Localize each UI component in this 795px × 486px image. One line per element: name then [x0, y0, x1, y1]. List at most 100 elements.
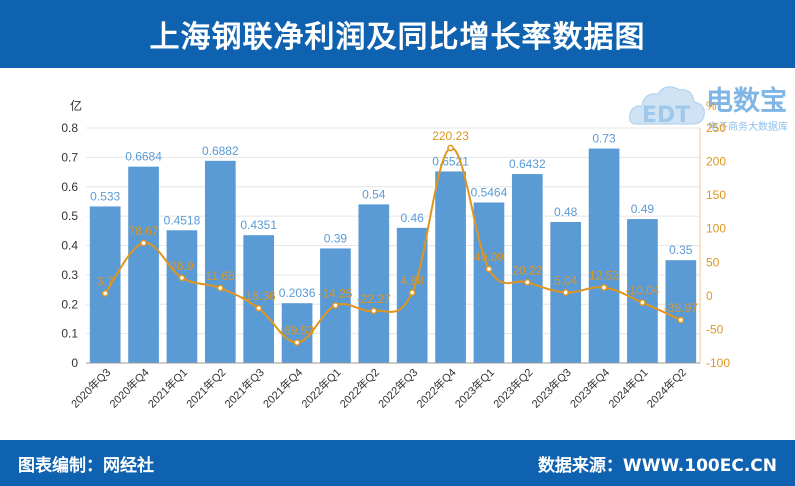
logo-sub-text: 电子商务大数据库 — [708, 120, 788, 133]
chart-header: 上海钢联净利润及同比增长率数据图 — [0, 0, 795, 68]
line-point — [408, 289, 416, 296]
y2-axis-unit: % — [706, 99, 717, 113]
line-point — [293, 339, 301, 346]
line-value-label: 220.23 — [432, 129, 469, 143]
bar — [128, 166, 159, 363]
x-tick-label: 2020年Q3 — [68, 365, 113, 410]
bar — [588, 148, 620, 363]
bar-value-label: 0.6521 — [432, 154, 469, 168]
line-value-label: 12.52 — [589, 268, 619, 282]
line-value-label: 4.88 — [401, 274, 425, 288]
y2-tick-label: 100 — [706, 222, 726, 236]
line-value-label: 5.04 — [554, 273, 578, 287]
bar — [166, 230, 198, 363]
bar-value-label: 0.39 — [324, 231, 348, 245]
line-point — [101, 290, 109, 297]
y2-tick-label: 250 — [706, 121, 726, 135]
line-point — [639, 299, 646, 306]
line-value-label: 40.09 — [474, 250, 504, 264]
y-tick-label: 0 — [71, 356, 78, 370]
line-point — [255, 304, 263, 312]
x-tick-label: 2020年Q4 — [106, 365, 151, 410]
footer-editor: 图表编制：网经社 — [18, 455, 154, 476]
chart-area: 0.533 0.6684 0.4518 0.6882 0.4351 0.2036 0.39 0… — [61, 98, 730, 411]
x-tick-label: 2024年Q2 — [644, 365, 689, 410]
line-value-label: -14.25 — [318, 286, 352, 300]
y-axis-unit: 亿 — [70, 98, 82, 113]
logo-main-text: 电数宝 — [706, 85, 787, 117]
line-value-label: 20.22 — [512, 263, 542, 277]
line-point — [523, 278, 531, 286]
line-point — [140, 239, 147, 247]
bar-value-label: 0.533 — [90, 189, 120, 203]
bar — [358, 204, 390, 363]
bar-value-label: 0.5464 — [471, 185, 508, 199]
bar — [204, 160, 236, 363]
x-tick-label: 2021年Q4 — [260, 365, 305, 410]
bar — [473, 202, 505, 363]
bar — [435, 171, 466, 363]
line-point — [332, 302, 339, 309]
x-tick-label: 2023年Q1 — [452, 365, 497, 410]
x-tick-label: 2023年Q4 — [567, 365, 612, 410]
bar-value-label: 0.6684 — [125, 150, 162, 164]
y2-tick-label: 50 — [706, 255, 720, 269]
x-tick-label: 2021年Q2 — [183, 365, 228, 410]
y-tick-label: 0.3 — [61, 268, 78, 282]
cloud-icon — [629, 86, 705, 125]
bar-labels: 0.533 0.6684 0.4518 0.6882 0.4351 0.2036 0.39 0… — [90, 132, 693, 301]
y-tick-label: 0.1 — [61, 327, 78, 341]
line-value-label: 11.65 — [206, 269, 235, 283]
y-tick-label: 0.8 — [61, 121, 78, 135]
x-tick-label: 2021年Q3 — [221, 365, 266, 410]
bar-value-label: 0.4351 — [240, 218, 277, 232]
bar-value-label: 0.48 — [554, 205, 578, 219]
bar-value-label: 0.4518 — [164, 213, 201, 227]
line-value-label: -18.36 — [242, 289, 276, 303]
line-value-label: -10.04 — [625, 284, 659, 298]
logo-mark: EDT — [642, 103, 690, 128]
y2-tick-label: -100 — [706, 356, 730, 370]
bar-value-label: 0.73 — [592, 132, 616, 146]
x-tick-label: 2022年Q4 — [413, 365, 458, 410]
x-tick-label: 2023年Q2 — [490, 365, 535, 410]
bar-value-label: 0.46 — [401, 211, 425, 225]
line-value-label: -22.27 — [357, 292, 391, 306]
line-value-label: -35.97 — [664, 301, 698, 315]
line-labels: 3.7 78.67 26.9 11.65 -18.36 -69.53 -14.25 -22.2… — [97, 129, 698, 338]
x-tick-label: 2022年Q1 — [298, 365, 343, 410]
y-axis-left: 0 0.1 0.2 0.3 0.4 0.5 0.6 0.7 0.8 亿 — [61, 98, 82, 370]
bar — [89, 206, 121, 363]
line-value-label: 78.67 — [129, 224, 159, 238]
chart-title: 上海钢联净利润及同比增长率数据图 — [149, 20, 646, 55]
y-tick-label: 0.7 — [61, 150, 78, 164]
line-value-label: 3.7 — [97, 274, 114, 288]
bar-value-label: 0.35 — [669, 243, 693, 257]
bar — [627, 219, 658, 363]
x-tick-label: 2022年Q2 — [337, 365, 382, 410]
bar-value-label: 0.6882 — [202, 144, 239, 158]
line-series — [101, 144, 685, 346]
x-tick-label: 2022年Q3 — [375, 365, 420, 410]
x-tick-label: 2024年Q1 — [605, 365, 650, 410]
y-tick-label: 0.4 — [61, 239, 78, 253]
bar — [665, 260, 697, 363]
bar-value-label: 0.54 — [362, 187, 386, 201]
line-value-label: 26.9 — [170, 259, 194, 273]
line-point — [447, 144, 454, 152]
line-point — [562, 289, 570, 296]
x-axis: 2020年Q32020年Q42021年Q12021年Q22021年Q32021年… — [68, 362, 700, 411]
edt-logo: EDT 电数宝 电子商务大数据库 — [629, 85, 788, 133]
bar-series — [89, 148, 697, 363]
footer-source: 数据来源：WWW.100EC.CN — [537, 455, 777, 476]
bar-value-label: 0.2036 — [279, 286, 316, 300]
x-tick-label: 2021年Q1 — [145, 365, 190, 410]
y2-tick-label: -50 — [706, 322, 724, 336]
x-tick-label: 2023年Q3 — [528, 365, 573, 410]
bar-value-label: 0.6432 — [509, 157, 546, 171]
y2-tick-label: 150 — [706, 188, 726, 202]
line-point — [600, 284, 608, 291]
line-point — [216, 284, 224, 292]
line-point — [485, 265, 493, 273]
y-tick-label: 0.6 — [61, 180, 78, 194]
